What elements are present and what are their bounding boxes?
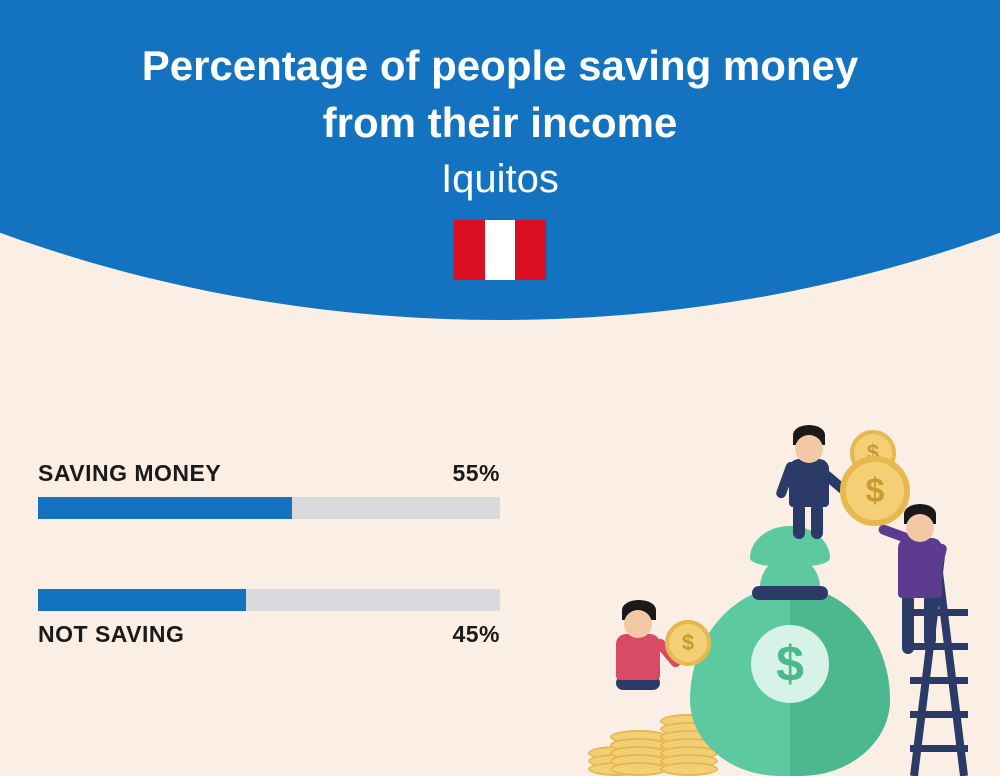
- peru-flag-icon: [454, 220, 546, 280]
- title-line-2: from their income: [323, 99, 678, 146]
- bar-fill: [38, 589, 246, 611]
- title-line-1: Percentage of people saving money: [142, 42, 859, 89]
- person-on-ladder-icon: [880, 510, 970, 690]
- bar-saving-money: SAVING MONEY 55%: [38, 460, 500, 519]
- page-subtitle: Iquitos: [0, 157, 1000, 202]
- flag-stripe: [515, 220, 546, 280]
- header: Percentage of people saving money from t…: [0, 38, 1000, 280]
- flag-stripe: [454, 220, 485, 280]
- bar-label: NOT SAVING: [38, 621, 184, 648]
- coin-icon: $: [665, 620, 711, 666]
- bar-value: 55%: [452, 460, 500, 487]
- bar-label: SAVING MONEY: [38, 460, 221, 487]
- dollar-sign-icon: $: [751, 625, 829, 703]
- bar-value: 45%: [452, 621, 500, 648]
- bar-fill: [38, 497, 292, 519]
- bar-label-row: NOT SAVING 45%: [38, 621, 500, 648]
- bar-not-saving: NOT SAVING 45%: [38, 589, 500, 648]
- page-title: Percentage of people saving money from t…: [0, 38, 1000, 151]
- bar-chart: SAVING MONEY 55% NOT SAVING 45%: [38, 460, 500, 718]
- coin-icon: $: [840, 456, 910, 526]
- bar-track: [38, 497, 500, 519]
- bar-track: [38, 589, 500, 611]
- money-bag-icon: $: [690, 526, 890, 776]
- infographic-canvas: Percentage of people saving money from t…: [0, 0, 1000, 776]
- savings-illustration: $ $ $: [570, 416, 1000, 776]
- bar-label-row: SAVING MONEY 55%: [38, 460, 500, 487]
- person-sitting-icon: [600, 606, 680, 726]
- flag-stripe: [485, 220, 516, 280]
